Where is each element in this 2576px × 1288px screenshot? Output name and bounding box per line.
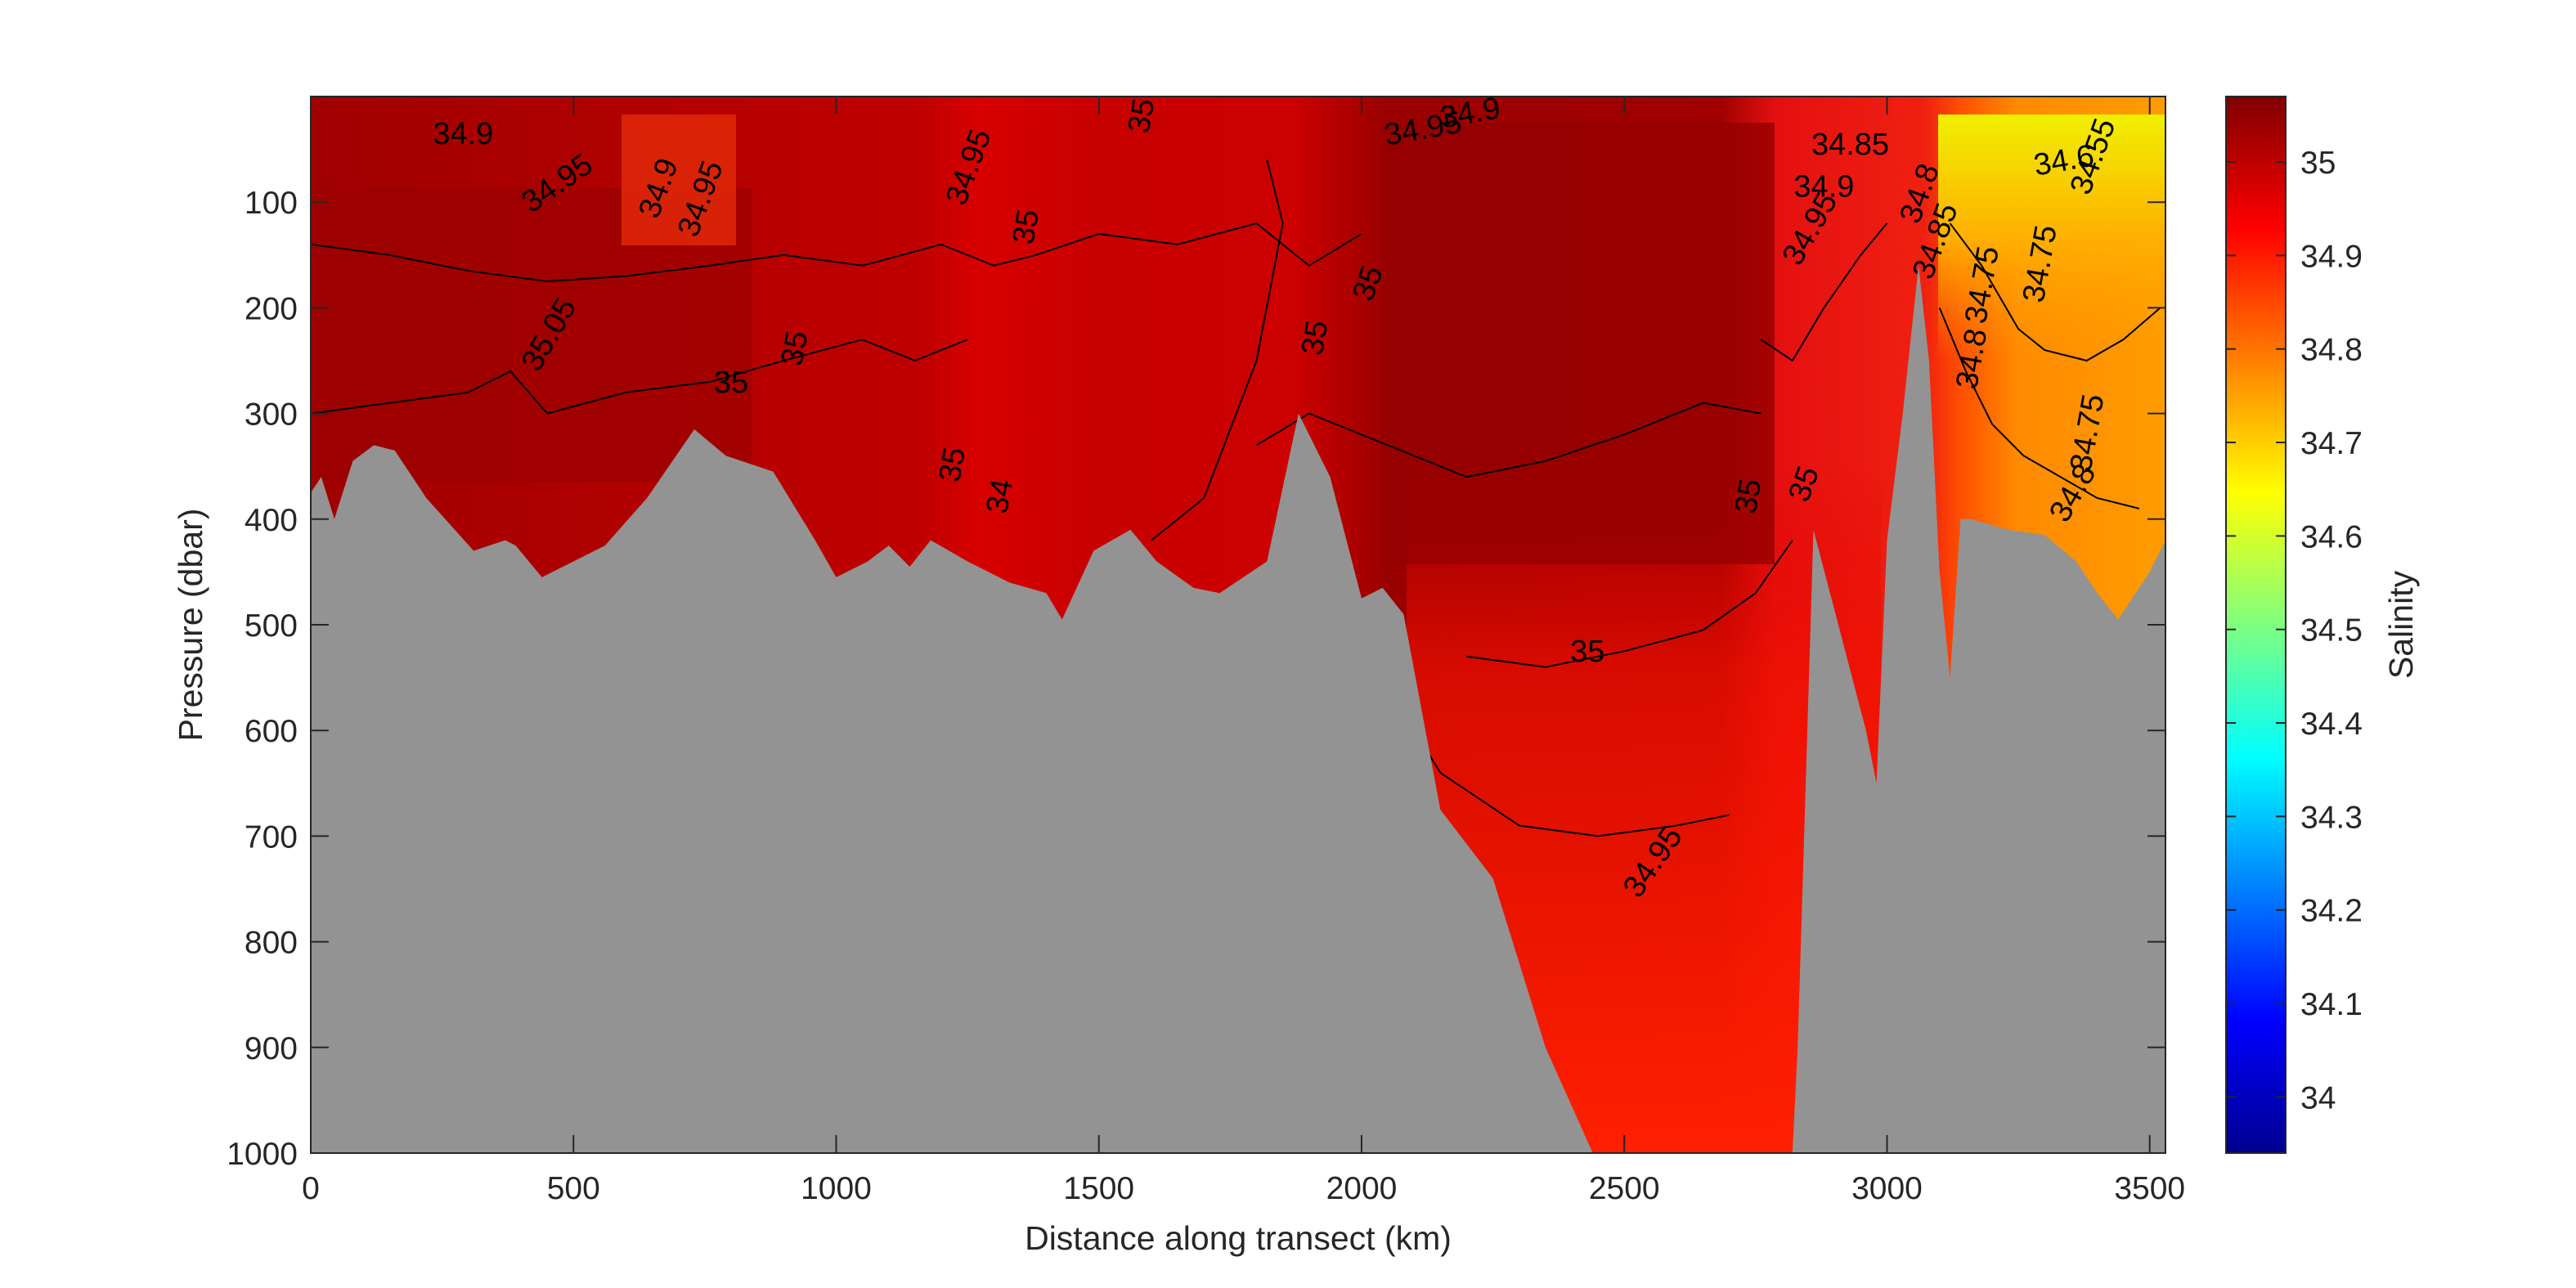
x-tick-label: 0: [302, 1171, 320, 1206]
y-tick-label: 1000: [227, 1137, 298, 1172]
contour-label: 35: [1729, 476, 1769, 516]
y-axis: 100 200 300 400 500 600 700 800 900 1000: [227, 186, 2165, 1172]
y-tick-label: 800: [245, 926, 298, 961]
colorbar-tick-label: 34.7: [2300, 426, 2363, 461]
contour-label: 35: [775, 329, 815, 369]
east-intermediate-layer: [1938, 114, 2165, 360]
colorbar-tick-label: 34: [2300, 1080, 2336, 1115]
contour-line: [311, 339, 968, 415]
colorbar-ticks: 34 34.1 34.2 34.3 34.4 34.5 34.6 34.7 34.8 34.9 35: [2226, 146, 2363, 1115]
contour-label: 34: [980, 476, 1020, 516]
bathymetry-mask: [311, 265, 2165, 1153]
y-tick-label: 700: [245, 819, 298, 855]
contour-label: 35: [714, 366, 748, 400]
y-tick-label: 100: [245, 186, 298, 221]
contour-line: [1255, 402, 1761, 478]
colorbar-tick-label: 34.6: [2300, 519, 2363, 554]
colorbar-title: Salinity: [2382, 570, 2420, 679]
contour-label: 34.9: [433, 117, 493, 151]
colorbar-tick-label: 34.9: [2300, 239, 2363, 274]
x-axis: 0 500 1000 1500 2000 2500 3000 3500: [302, 96, 2185, 1206]
contour-line: [1949, 222, 2161, 362]
contour-lines: [311, 159, 2161, 837]
x-tick-label: 1500: [1063, 1171, 1134, 1206]
x-tick-label: 2000: [1326, 1171, 1398, 1206]
contour-line: [1466, 540, 1793, 668]
x-tick-label: 1000: [801, 1171, 872, 1206]
orange-patch-west: [622, 114, 736, 245]
colorbar-tick-label: 34.8: [2300, 333, 2363, 368]
x-tick-label: 2500: [1589, 1171, 1660, 1206]
colorbar-tick-label: 34.3: [2300, 800, 2363, 835]
contour-line: [1151, 159, 1284, 541]
x-tick-label: 500: [547, 1171, 600, 1206]
contour-line: [1938, 307, 2140, 509]
y-axis-title: Pressure (dbar): [172, 509, 209, 742]
y-tick-label: 500: [245, 608, 298, 644]
y-tick-label: 900: [245, 1031, 298, 1066]
contour-label: 34.9: [1793, 170, 1854, 204]
y-tick-label: 400: [245, 503, 298, 538]
contour-label: 35: [1570, 635, 1604, 669]
colorbar-tick-label: 34.5: [2300, 613, 2363, 648]
x-tick-label: 3000: [1851, 1171, 1923, 1206]
y-tick-label: 200: [245, 291, 298, 326]
high-salinity-core-central: [1382, 123, 1775, 564]
contour-label: 34.85: [1811, 128, 1889, 162]
contour-line: [311, 222, 1362, 283]
y-tick-label: 600: [245, 714, 298, 749]
contour-label: 35: [1295, 318, 1335, 358]
contour-label: 35: [933, 445, 973, 485]
x-tick-label: 3500: [2114, 1171, 2185, 1206]
contour-line: [1760, 222, 1888, 362]
y-tick-label: 300: [245, 397, 298, 433]
colorbar-tick-label: 34.2: [2300, 894, 2363, 929]
contour-label: 35: [1006, 207, 1046, 247]
contour-label: 35: [1122, 96, 1162, 136]
colorbar-tick-label: 34.4: [2300, 707, 2363, 742]
colorbar-tick-label: 35: [2300, 146, 2336, 181]
x-axis-title: Distance along transect (km): [1025, 1219, 1452, 1257]
colorbar: [2225, 96, 2287, 1154]
colorbar-tick-label: 34.1: [2300, 987, 2363, 1022]
